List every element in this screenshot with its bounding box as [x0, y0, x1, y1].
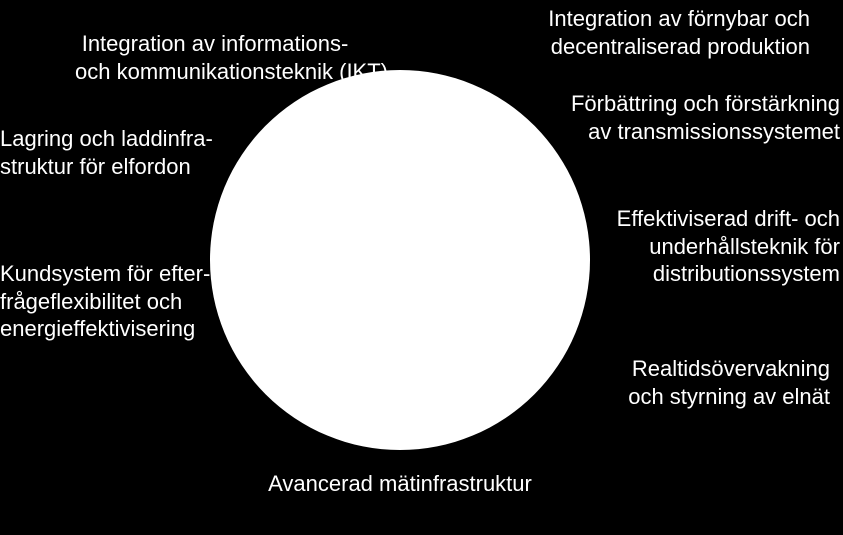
label-distribution: Effektiviserad drift- och underhållstekn…	[600, 205, 840, 288]
label-customer: Kundsystem för efter- frågeflexibilitet …	[0, 260, 205, 343]
diagram-canvas: Integration av informations- och kommuni…	[0, 0, 843, 535]
label-storage: Lagring och laddinfra- struktur för elfo…	[0, 125, 205, 180]
label-renewable: Integration av förnybar och decentralise…	[450, 5, 810, 60]
label-metering: Avancerad mätinfrastruktur	[250, 470, 550, 498]
center-circle	[210, 70, 590, 450]
label-ikt: Integration av informations- och kommuni…	[75, 30, 355, 85]
label-transmission: Förbättring och förstärkning av transmis…	[560, 90, 840, 145]
label-realtime: Realtidsövervakning och styrning av elnä…	[590, 355, 830, 410]
